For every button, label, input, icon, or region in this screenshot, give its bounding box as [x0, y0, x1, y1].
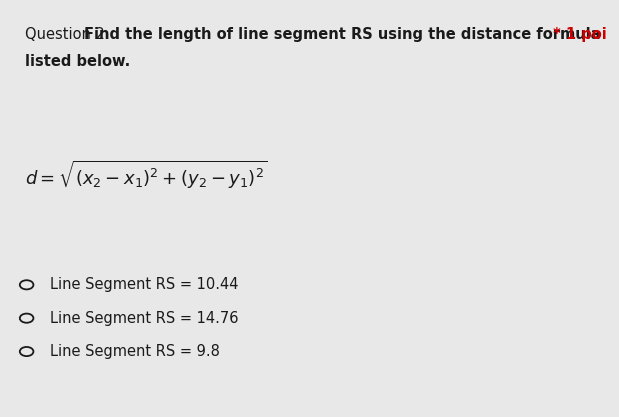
Text: * 1 poi: * 1 poi [553, 27, 607, 42]
Text: Line Segment RS = 9.8: Line Segment RS = 9.8 [50, 344, 219, 359]
Text: listed below.: listed below. [25, 54, 130, 69]
Text: Line Segment RS = 10.44: Line Segment RS = 10.44 [50, 277, 238, 292]
Text: $d = \sqrt{(x_2-x_1)^2+(y_2-y_1)^2}$: $d = \sqrt{(x_2-x_1)^2+(y_2-y_1)^2}$ [25, 158, 267, 191]
Text: Find the length of line segment RS using the distance formula: Find the length of line segment RS using… [84, 27, 600, 42]
Text: Line Segment RS = 14.76: Line Segment RS = 14.76 [50, 311, 238, 326]
Text: Question 2.: Question 2. [25, 27, 110, 42]
